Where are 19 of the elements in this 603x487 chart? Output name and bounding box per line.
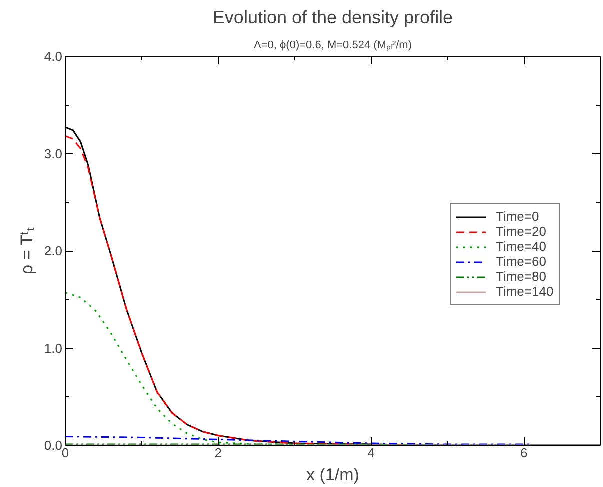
x-axis-title: x (1/m) (306, 466, 360, 484)
legend-label: Time=0 (496, 209, 540, 224)
legend-label: Time=20 (496, 224, 546, 239)
x-tick-label: 2 (214, 446, 222, 460)
y-tick-label: 4.0 (44, 49, 63, 64)
x-tick-label: 6 (520, 446, 528, 460)
legend-label: Time=140 (496, 284, 554, 299)
x-tick-label: 0 (62, 446, 70, 460)
chart-subtitle: Λ=0, ϕ(0)=0.6, M=0.524 (Mₚₗ²/m) (254, 40, 412, 52)
chart-title: Evolution of the density profile (212, 8, 454, 28)
legend-label: Time=40 (496, 239, 546, 254)
legend-label: Time=60 (496, 254, 546, 269)
x-tick-label: 4 (368, 446, 375, 460)
y-tick-label: 3.0 (44, 146, 63, 162)
y-axis-title: ρ = Tᵗₜ (17, 227, 36, 275)
legend-label: Time=80 (496, 269, 546, 284)
y-tick-label: 0.0 (44, 438, 63, 453)
y-tick-label: 1.0 (44, 340, 63, 356)
y-tick-label: 2.0 (44, 244, 63, 258)
